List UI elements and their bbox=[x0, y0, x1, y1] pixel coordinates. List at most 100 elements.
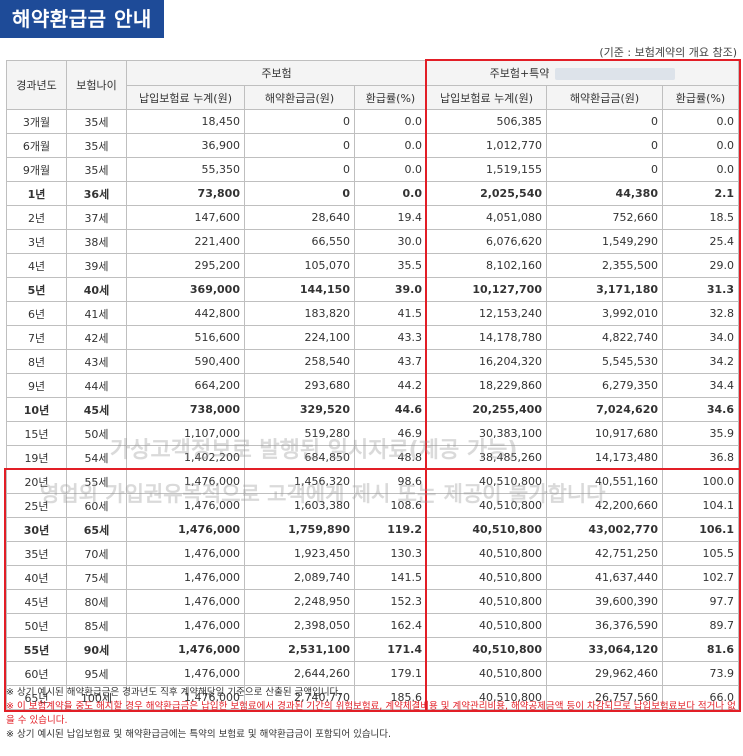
cell-year: 4년 bbox=[6, 253, 67, 278]
cell-year: 35년 bbox=[6, 541, 67, 566]
table-row: 1년 36세 73,800 0 0.0 2,025,540 44,380 2.1 bbox=[6, 181, 740, 206]
table-row: 8년 43세 590,400 258,540 43.7 16,204,320 5,545,5… bbox=[6, 349, 740, 374]
cell-p2: 2,025,540 bbox=[426, 181, 547, 206]
cell-r1: 1,456,320 bbox=[244, 469, 355, 494]
cell-p1: 147,600 bbox=[126, 205, 245, 230]
cell-year: 55년 bbox=[6, 637, 67, 662]
cell-t2: 0.0 bbox=[661, 109, 740, 134]
cell-t2: 36.8 bbox=[661, 445, 740, 470]
cell-r2: 42,200,660 bbox=[546, 493, 663, 518]
cell-r1: 684,850 bbox=[244, 445, 355, 470]
cell-p2: 20,255,400 bbox=[426, 397, 547, 422]
footnotes: ※ 상기 예시된 해약환급금은 경과년도 직후 계약해당일 기준으로 산출된 금… bbox=[6, 686, 738, 742]
cell-age: 43세 bbox=[66, 349, 127, 374]
cell-p2: 6,076,620 bbox=[426, 229, 547, 254]
cell-age: 70세 bbox=[66, 541, 127, 566]
cell-r1: 66,550 bbox=[244, 229, 355, 254]
cell-age: 80세 bbox=[66, 589, 127, 614]
table-row: 45년 80세 1,476,000 2,248,950 152.3 40,510,800 3… bbox=[6, 589, 740, 614]
cell-p2: 40,510,800 bbox=[426, 469, 547, 494]
cell-r2: 3,171,180 bbox=[546, 277, 663, 302]
cell-r2: 29,962,460 bbox=[546, 661, 663, 686]
cell-t2: 34.0 bbox=[661, 325, 740, 350]
cell-age: 35세 bbox=[66, 109, 127, 134]
cell-r2: 39,600,390 bbox=[546, 589, 663, 614]
cell-r1: 293,680 bbox=[244, 373, 355, 398]
cell-t2: 34.4 bbox=[661, 373, 740, 398]
cell-t1: 0.0 bbox=[354, 181, 427, 206]
cell-t2: 100.0 bbox=[661, 469, 740, 494]
cell-t1: 130.3 bbox=[354, 541, 427, 566]
cell-t1: 43.3 bbox=[354, 325, 427, 350]
cell-p1: 738,000 bbox=[126, 397, 245, 422]
cell-p2: 8,102,160 bbox=[426, 253, 547, 278]
header-refund-main: 해약환급금(원) bbox=[244, 85, 355, 110]
cell-t1: 162.4 bbox=[354, 613, 427, 638]
cell-p1: 36,900 bbox=[126, 133, 245, 158]
cell-p1: 516,600 bbox=[126, 325, 245, 350]
header-refund-rider: 해약환급금(원) bbox=[546, 85, 663, 110]
footnote-2: ※ 이 보험계약을 중도 해지할 경우 해약환급금은 납입한 보험료에서 경과된… bbox=[6, 701, 736, 726]
cell-year: 8년 bbox=[6, 349, 67, 374]
cell-r2: 36,376,590 bbox=[546, 613, 663, 638]
table-row: 5년 40세 369,000 144,150 39.0 10,127,700 3,171,1… bbox=[6, 277, 740, 302]
header-paid-main: 납입보험료 누계(원) bbox=[126, 85, 245, 110]
cell-p2: 40,510,800 bbox=[426, 541, 547, 566]
cell-year: 30년 bbox=[6, 517, 67, 542]
cell-r1: 2,089,740 bbox=[244, 565, 355, 590]
cell-r2: 752,660 bbox=[546, 205, 663, 230]
cell-year: 6개월 bbox=[6, 133, 67, 158]
cell-r2: 43,002,770 bbox=[546, 517, 663, 542]
cell-r2: 0 bbox=[546, 133, 663, 158]
cell-age: 35세 bbox=[66, 133, 127, 158]
cell-r1: 144,150 bbox=[244, 277, 355, 302]
reference-note: (기준 : 보험계약의 개요 참조) bbox=[599, 46, 737, 59]
cell-t1: 46.9 bbox=[354, 421, 427, 446]
table-row: 6개월 35세 36,900 0 0.0 1,012,770 0 0.0 bbox=[6, 133, 740, 158]
cell-p1: 1,402,200 bbox=[126, 445, 245, 470]
cell-t2: 25.4 bbox=[661, 229, 740, 254]
cell-r2: 3,992,010 bbox=[546, 301, 663, 326]
cell-t1: 152.3 bbox=[354, 589, 427, 614]
cell-t2: 31.3 bbox=[661, 277, 740, 302]
cell-p2: 506,385 bbox=[426, 109, 547, 134]
cell-year: 65년 bbox=[6, 685, 67, 710]
cell-t1: 171.4 bbox=[354, 637, 427, 662]
cell-age: 35세 bbox=[66, 157, 127, 182]
cell-p1: 55,350 bbox=[126, 157, 245, 182]
cell-t2: 34.6 bbox=[661, 397, 740, 422]
cell-year: 60년 bbox=[6, 661, 67, 686]
table-row: 9년 44세 664,200 293,680 44.2 18,229,860 6,279,3… bbox=[6, 373, 740, 398]
cell-year: 6년 bbox=[6, 301, 67, 326]
cell-r1: 519,280 bbox=[244, 421, 355, 446]
cell-t1: 43.7 bbox=[354, 349, 427, 374]
cell-r1: 224,100 bbox=[244, 325, 355, 350]
cell-age: 37세 bbox=[66, 205, 127, 230]
cell-age: 100세 bbox=[66, 685, 127, 710]
cell-t2: 73.9 bbox=[661, 661, 740, 686]
cell-p2: 16,204,320 bbox=[426, 349, 547, 374]
table-row: 55년 90세 1,476,000 2,531,100 171.4 40,510,800 3… bbox=[6, 637, 740, 662]
cell-r2: 6,279,350 bbox=[546, 373, 663, 398]
table-row: 4년 39세 295,200 105,070 35.5 8,102,160 2,355,50… bbox=[6, 253, 740, 278]
cell-age: 75세 bbox=[66, 565, 127, 590]
cell-p1: 1,476,000 bbox=[126, 589, 245, 614]
table-row: 50년 85세 1,476,000 2,398,050 162.4 40,510,800 3… bbox=[6, 613, 740, 638]
cell-r2: 41,637,440 bbox=[546, 565, 663, 590]
table-row: 6년 41세 442,800 183,820 41.5 12,153,240 3,992,0… bbox=[6, 301, 740, 326]
header-rate-main: 환급률(%) bbox=[354, 85, 427, 110]
cell-year: 19년 bbox=[6, 445, 67, 470]
cell-t1: 48.8 bbox=[354, 445, 427, 470]
header-paid-rider: 납입보험료 누계(원) bbox=[426, 85, 547, 110]
header-group-rider: 주보험+특약 bbox=[425, 60, 740, 86]
cell-t1: 39.0 bbox=[354, 277, 427, 302]
cell-year: 5년 bbox=[6, 277, 67, 302]
cell-age: 65세 bbox=[66, 517, 127, 542]
cell-p1: 1,107,000 bbox=[126, 421, 245, 446]
cell-year: 40년 bbox=[6, 565, 67, 590]
cell-age: 45세 bbox=[66, 397, 127, 422]
cell-t2: 106.1 bbox=[661, 517, 740, 542]
cell-p1: 1,476,000 bbox=[126, 493, 245, 518]
cell-t2: 97.7 bbox=[661, 589, 740, 614]
cell-t1: 119.2 bbox=[354, 517, 427, 542]
